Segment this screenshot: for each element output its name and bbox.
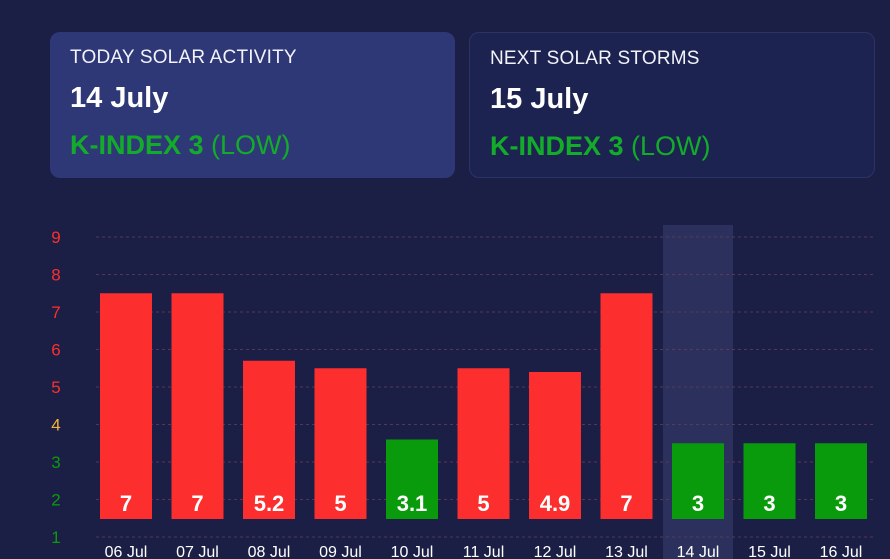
bar-value-label: 7 [191, 491, 203, 516]
y-tick-label: 9 [51, 228, 60, 247]
today-activity-card: TODAY SOLAR ACTIVITY 14 July K-INDEX 3 (… [50, 32, 455, 178]
bar [314, 368, 367, 519]
y-tick-label: 5 [51, 378, 60, 397]
y-tick-label: 7 [51, 303, 60, 322]
x-tick-label: 12 Jul [534, 544, 577, 559]
bar [672, 443, 724, 519]
next-kindex-level: (LOW) [631, 131, 711, 161]
y-tick-label: 6 [51, 341, 60, 360]
y-tick-label: 1 [51, 528, 60, 547]
next-card-label: NEXT SOLAR STORMS [490, 48, 700, 69]
bar-value-label: 3 [835, 491, 847, 516]
bar [100, 293, 152, 519]
bar-value-label: 3 [692, 491, 704, 516]
today-card-label: TODAY SOLAR ACTIVITY [70, 47, 297, 68]
x-tick-label: 06 Jul [105, 544, 148, 559]
x-tick-label: 08 Jul [248, 544, 291, 559]
bar-value-label: 7 [120, 491, 132, 516]
today-kindex-level: (LOW) [211, 130, 291, 160]
bar [457, 368, 510, 519]
x-tick-label: 15 Jul [748, 544, 791, 559]
bar-value-label: 5 [477, 491, 489, 516]
bar [529, 372, 581, 519]
x-tick-label: 09 Jul [319, 544, 362, 559]
bar [600, 293, 653, 519]
x-tick-label: 10 Jul [391, 544, 434, 559]
bar [171, 293, 224, 519]
bar-value-label: 3 [763, 491, 775, 516]
bar-value-label: 7 [620, 491, 632, 516]
y-tick-label: 3 [51, 453, 60, 472]
bar-value-label: 4.9 [540, 491, 571, 516]
next-storms-card: NEXT SOLAR STORMS 15 July K-INDEX 3 (LOW… [469, 32, 875, 178]
today-card-kindex: K-INDEX 3 (LOW) [70, 130, 435, 161]
bar [243, 360, 295, 519]
bar [743, 443, 796, 519]
x-tick-label: 14 Jul [677, 544, 720, 559]
next-kindex-value: K-INDEX 3 [490, 131, 624, 161]
bar [386, 439, 438, 519]
x-tick-label: 13 Jul [605, 544, 648, 559]
y-tick-label: 4 [51, 416, 60, 435]
today-card-date: 14 July [70, 82, 169, 114]
bar-value-label: 3.1 [397, 491, 428, 516]
x-tick-label: 16 Jul [820, 544, 863, 559]
next-card-date: 15 July [490, 83, 589, 115]
x-tick-label: 11 Jul [463, 544, 505, 559]
y-tick-label: 8 [51, 266, 60, 285]
next-card-kindex: K-INDEX 3 (LOW) [490, 131, 854, 162]
y-tick-label: 2 [51, 491, 60, 510]
bar-value-label: 5 [334, 491, 346, 516]
today-kindex-value: K-INDEX 3 [70, 130, 204, 160]
bar-value-label: 5.2 [254, 491, 285, 516]
x-tick-label: 07 Jul [176, 544, 219, 559]
bar [815, 443, 867, 519]
